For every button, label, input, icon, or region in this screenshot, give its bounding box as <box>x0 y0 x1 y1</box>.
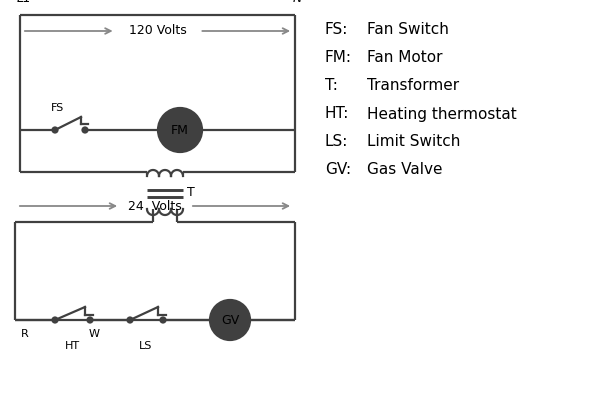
Text: Limit Switch: Limit Switch <box>367 134 460 150</box>
Text: 24  Volts: 24 Volts <box>128 200 182 212</box>
Text: HT:: HT: <box>325 106 349 122</box>
Text: Fan Switch: Fan Switch <box>367 22 449 38</box>
Text: FM: FM <box>171 124 189 136</box>
Circle shape <box>160 318 166 322</box>
Circle shape <box>53 318 57 322</box>
Text: GV:: GV: <box>325 162 351 178</box>
Text: L1: L1 <box>17 0 32 5</box>
Circle shape <box>83 128 87 132</box>
Text: GV: GV <box>221 314 239 326</box>
Text: N: N <box>293 0 302 5</box>
Circle shape <box>53 128 57 132</box>
Text: T:: T: <box>325 78 338 94</box>
Text: Transformer: Transformer <box>367 78 459 94</box>
Text: W: W <box>88 329 100 339</box>
Text: Heating thermostat: Heating thermostat <box>367 106 517 122</box>
Circle shape <box>127 318 133 322</box>
Text: 120 Volts: 120 Volts <box>129 24 186 38</box>
Circle shape <box>158 108 202 152</box>
Text: T: T <box>187 186 195 198</box>
Text: HT: HT <box>64 341 80 351</box>
Text: LS: LS <box>139 341 153 351</box>
Text: R: R <box>21 329 29 339</box>
Text: FS: FS <box>50 103 64 113</box>
Text: Fan Motor: Fan Motor <box>367 50 442 66</box>
Text: FS:: FS: <box>325 22 348 38</box>
Circle shape <box>87 318 93 322</box>
Text: Gas Valve: Gas Valve <box>367 162 442 178</box>
Text: FM:: FM: <box>325 50 352 66</box>
Circle shape <box>210 300 250 340</box>
Text: LS:: LS: <box>325 134 348 150</box>
